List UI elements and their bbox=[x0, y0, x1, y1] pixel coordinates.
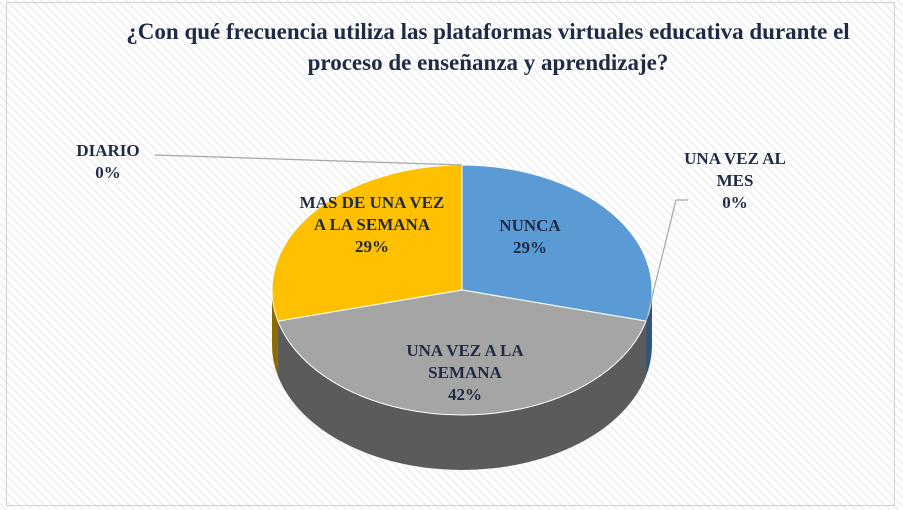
slice bbox=[461, 164, 653, 322]
category-label: UNA VEZ A LA SEMANA bbox=[406, 341, 524, 382]
category-label: UNA VEZ AL MES bbox=[684, 149, 786, 190]
value-label: 0% bbox=[95, 163, 121, 182]
leader-line bbox=[154, 154, 463, 166]
data-label: DIARIO 0% bbox=[48, 140, 168, 184]
value-label: 0% bbox=[722, 193, 748, 212]
category-label: DIARIO bbox=[76, 141, 140, 160]
slice bbox=[271, 164, 463, 322]
value-label: 29% bbox=[513, 238, 547, 257]
chart-title: ¿Con qué frecuencia utiliza las platafor… bbox=[126, 19, 850, 75]
value-label: 42% bbox=[448, 385, 482, 404]
data-label: UNA VEZ AL MES 0% bbox=[665, 148, 805, 214]
slice-side bbox=[272, 290, 278, 377]
slice-side bbox=[277, 321, 647, 471]
category-label: MAS DE UNA VEZ A LA SEMANA bbox=[299, 193, 445, 234]
category-label: NUNCA bbox=[499, 216, 561, 235]
chart-border bbox=[6, 2, 895, 506]
data-label: MAS DE UNA VEZ A LA SEMANA 29% bbox=[297, 192, 447, 258]
value-label: 29% bbox=[355, 237, 389, 256]
slice-side bbox=[646, 290, 652, 377]
leader-line bbox=[645, 199, 688, 322]
data-label: UNA VEZ A LA SEMANA 42% bbox=[385, 340, 545, 406]
data-label: NUNCA 29% bbox=[470, 215, 590, 259]
slice bbox=[277, 289, 647, 416]
